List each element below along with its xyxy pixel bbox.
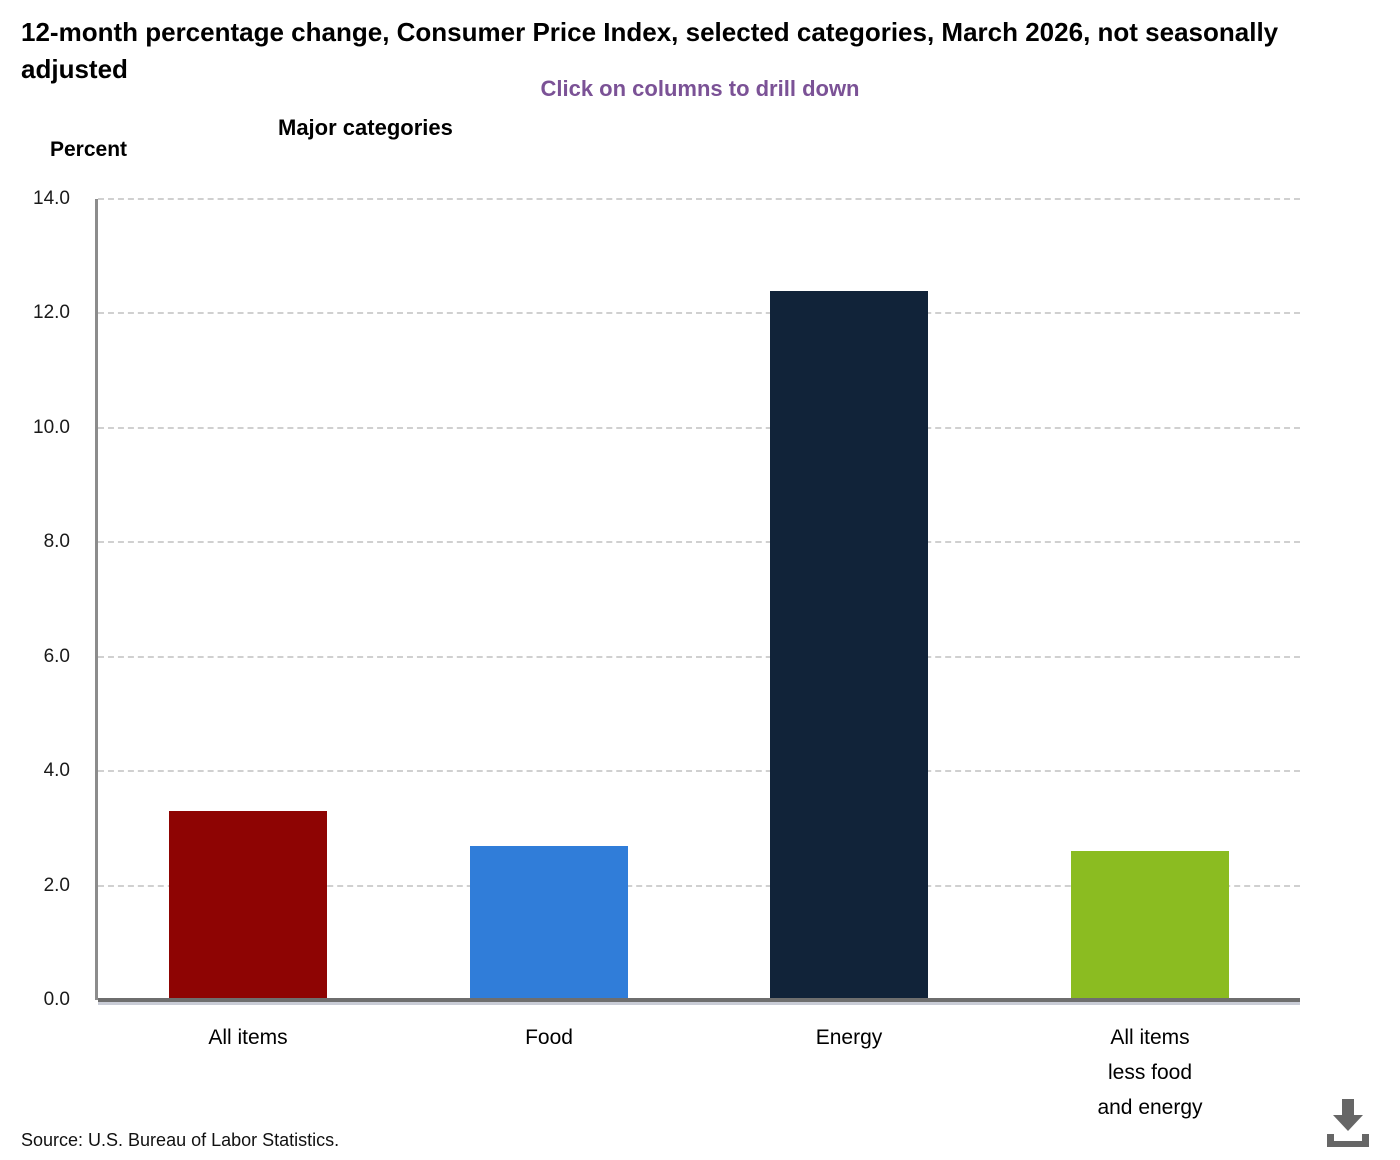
drilldown-hint: Click on columns to drill down bbox=[540, 76, 860, 101]
x-category-label-energy: Energy bbox=[729, 1020, 969, 1055]
gridline-12 bbox=[98, 312, 1300, 314]
source-note: Source: U.S. Bureau of Labor Statistics. bbox=[21, 1130, 340, 1150]
bar-all-items[interactable] bbox=[169, 811, 327, 1000]
x-category-label-line: Energy bbox=[815, 1026, 883, 1049]
y-tick-label: 0.0 bbox=[43, 989, 70, 1010]
gridline-4 bbox=[98, 770, 1300, 772]
x-category-label-line: All items bbox=[208, 1026, 288, 1049]
x-category-label-food: Food bbox=[429, 1020, 669, 1055]
x-category-label-line: and energy bbox=[1097, 1096, 1203, 1119]
download-icon bbox=[1325, 1099, 1371, 1151]
y-tick-label: 10.0 bbox=[33, 417, 70, 438]
x-category-label-line: All items bbox=[1110, 1026, 1190, 1049]
y-tick-label: 8.0 bbox=[43, 531, 70, 552]
y-tick-label: 2.0 bbox=[43, 875, 70, 896]
x-axis-baseline-shadow bbox=[98, 1002, 1300, 1005]
x-category-label-line: less food bbox=[1107, 1061, 1193, 1084]
y-tick-label: 14.0 bbox=[33, 188, 70, 209]
gridline-8 bbox=[98, 541, 1300, 543]
y-axis-line bbox=[95, 199, 98, 1000]
y-axis-title: Percent bbox=[50, 138, 128, 161]
page-title: 12-month percentage change, Consumer Pri… bbox=[21, 17, 1279, 84]
bar-energy[interactable] bbox=[770, 291, 928, 1000]
y-tick-label: 4.0 bbox=[43, 760, 70, 781]
x-category-label-all-items: All items bbox=[128, 1020, 368, 1055]
x-category-label-all-items-less-food-and-energy: All items less food and energy bbox=[1030, 1020, 1270, 1125]
bar-food[interactable] bbox=[470, 846, 628, 1000]
gridline-14 bbox=[98, 198, 1300, 200]
gridline-2 bbox=[98, 885, 1300, 887]
gridline-6 bbox=[98, 656, 1300, 658]
y-tick-label: 12.0 bbox=[33, 302, 70, 323]
bar-all-items-less-food-and-energy[interactable] bbox=[1071, 851, 1229, 1000]
download-button[interactable] bbox=[1324, 1098, 1372, 1150]
x-category-label-line: Food bbox=[525, 1026, 573, 1049]
gridline-10 bbox=[98, 427, 1300, 429]
y-tick-label: 6.0 bbox=[43, 646, 70, 667]
x-axis-baseline bbox=[98, 998, 1300, 1002]
x-axis-title: Major categories bbox=[278, 115, 453, 140]
